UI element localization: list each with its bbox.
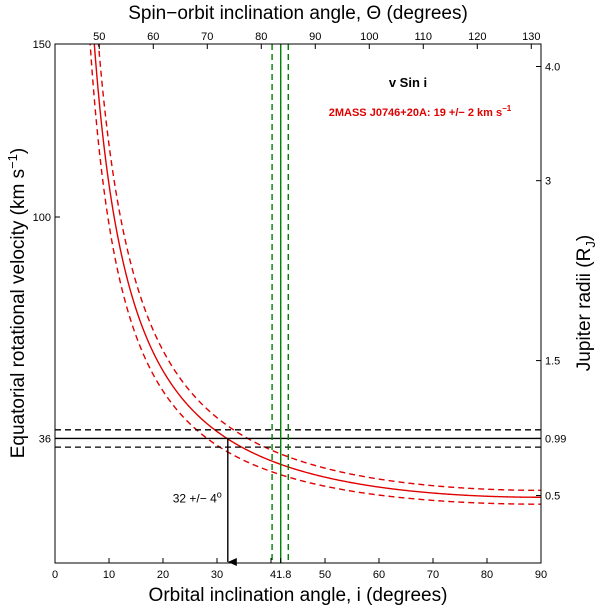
right-tick-label-3: 0.99: [545, 433, 566, 445]
annotation-label-main: 32 +/− 4: [173, 491, 217, 505]
top-axis-title: Spin−orbit inclination angle, Θ (degrees…: [128, 3, 468, 24]
right-axis-title-sub: J: [583, 241, 598, 248]
top-tick-label-6: 110: [415, 31, 433, 43]
axes: [54, 43, 542, 564]
series-line-2: [89, 44, 541, 505]
right-tick-label-4: 0.5: [545, 491, 560, 503]
x-tick-label-9: 90: [535, 569, 547, 581]
right-axis-title: Jupiter radii (RJ): [574, 235, 598, 371]
legend-title: v Sin i: [389, 75, 427, 90]
annotation-label: 32 +/− 4o: [173, 489, 222, 505]
right-tick-label-0: 4.0: [545, 61, 560, 73]
annotation-group: 32 +/− 4o: [173, 438, 237, 566]
legend-subtitle-sup: −1: [502, 104, 512, 113]
plot-lines: [55, 44, 541, 563]
annotation-label-degree: o: [217, 489, 222, 499]
x-tick-label-6: 60: [373, 569, 385, 581]
y-axis-title-close: ): [8, 148, 29, 154]
y-tick-label-1: 100: [33, 212, 51, 224]
x-tick-label-5: 50: [319, 569, 331, 581]
y-axis-title-main: Equatorial rotational velocity (km s: [8, 169, 29, 458]
y-axis-title-sup: −1: [5, 154, 20, 169]
x-tick-label-3: 30: [211, 569, 223, 581]
series-line-1: [97, 44, 541, 492]
x-tick-label-1: 10: [103, 569, 115, 581]
x-tick-label-0: 0: [52, 569, 58, 581]
top-tick-label-2: 70: [201, 31, 213, 43]
top-tick-label-7: 120: [468, 31, 486, 43]
top-tick-label-8: 130: [522, 31, 540, 43]
top-tick-label-5: 100: [360, 31, 378, 43]
x-tick-label-7: 70: [427, 569, 439, 581]
y-tick-label-2: 150: [33, 39, 51, 51]
legend-subtitle: 2MASS J0746+20A: 19 +/− 2 km s−1: [329, 104, 512, 119]
y-tick-label-0: 36: [39, 433, 51, 445]
x-axis-title: Orbital inclination angle, i (degrees): [149, 585, 448, 606]
x-tick-label-8: 80: [481, 569, 493, 581]
series-line-0: [93, 44, 541, 498]
x-tick-label-2: 20: [157, 569, 169, 581]
right-tick-label-1: 3: [545, 176, 551, 188]
legend-subtitle-main: 2MASS J0746+20A: 19 +/− 2 km s: [329, 107, 502, 119]
top-tick-label-0: 50: [93, 31, 105, 43]
ticks: 0 10 20 30 50 60 70 80 90 41.8 50 60 70 80 90 100 110 120…: [33, 31, 567, 581]
x-extra-tick-label: 41.8: [270, 569, 291, 581]
y-axis-title: Equatorial rotational velocity (km s−1): [5, 148, 29, 459]
right-axis-title-close: ): [574, 235, 595, 241]
top-tick-label-3: 80: [255, 31, 267, 43]
right-axis-title-main: Jupiter radii (R: [574, 248, 595, 372]
top-tick-label-4: 90: [309, 31, 321, 43]
top-tick-label-1: 60: [147, 31, 159, 43]
plot-frame: [54, 43, 542, 564]
right-tick-label-2: 1.5: [545, 356, 560, 368]
